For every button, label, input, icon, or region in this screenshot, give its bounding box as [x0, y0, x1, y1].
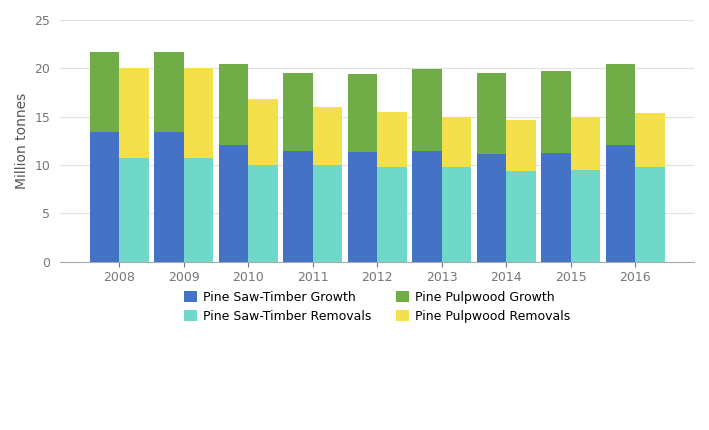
Bar [635, 167, 664, 262]
Bar [506, 120, 535, 171]
Bar [218, 64, 248, 145]
Bar [442, 167, 471, 262]
Bar [313, 165, 342, 262]
Bar [184, 68, 213, 158]
Bar [605, 64, 635, 145]
Bar [571, 170, 600, 262]
Bar [347, 153, 377, 262]
Bar [541, 154, 571, 262]
Bar [412, 150, 442, 262]
Bar [506, 171, 535, 262]
Bar [412, 69, 442, 150]
Bar [248, 99, 278, 165]
Bar [283, 150, 313, 262]
Bar [119, 68, 149, 158]
Bar [635, 113, 664, 167]
Bar [541, 71, 571, 154]
Bar [218, 145, 248, 262]
Bar [571, 117, 600, 170]
Bar [89, 52, 119, 132]
Bar [119, 158, 149, 262]
Bar [283, 73, 313, 150]
Bar [313, 107, 342, 165]
Y-axis label: Million tonnes: Million tonnes [15, 93, 29, 189]
Bar [377, 167, 406, 262]
Bar [184, 158, 213, 262]
Bar [89, 132, 119, 262]
Bar [476, 154, 506, 262]
Legend: Pine Saw-Timber Growth, Pine Saw-Timber Removals, Pine Pulpwood Growth, Pine Pul: Pine Saw-Timber Growth, Pine Saw-Timber … [179, 286, 575, 328]
Bar [442, 117, 471, 167]
Bar [476, 73, 506, 154]
Bar [605, 145, 635, 262]
Bar [248, 165, 278, 262]
Bar [347, 74, 377, 153]
Bar [154, 132, 184, 262]
Bar [154, 52, 184, 132]
Bar [377, 112, 406, 167]
